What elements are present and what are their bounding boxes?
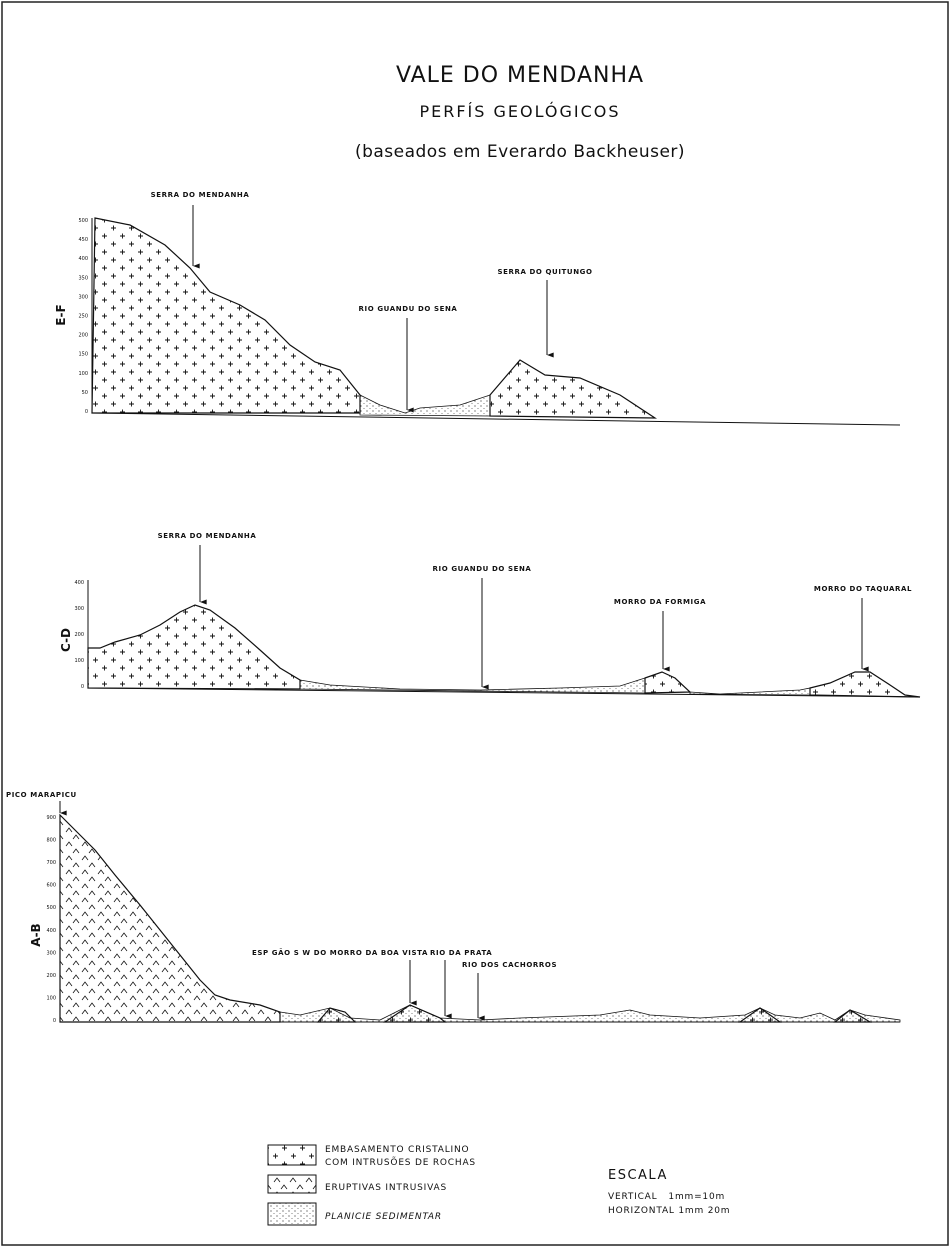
axis-label: 300	[74, 606, 84, 612]
axis-label: 500	[78, 218, 88, 224]
axis-label: 600	[46, 883, 56, 889]
axis-label: 50	[82, 390, 88, 396]
axis-label: 400	[78, 256, 88, 262]
profile-label: A-B	[29, 923, 43, 946]
annotation: PICO MARAPICU	[6, 791, 77, 799]
eruptive	[60, 815, 280, 1022]
axis-label: 200	[78, 333, 88, 339]
sediment	[280, 1005, 900, 1022]
scale-text: VERTICAL 1mm=10m	[608, 1192, 725, 1202]
annotation: SERRA DO MENDANHA	[151, 191, 250, 199]
crystalline	[92, 218, 360, 413]
axis-label: 400	[46, 928, 56, 934]
axis-label: 400	[74, 580, 84, 586]
scale-text: HORIZONTAL 1mm 20m	[608, 1206, 730, 1216]
axis-label: 450	[78, 237, 88, 243]
axis-label: 350	[78, 275, 88, 281]
annotation: SERRA DO QUITUNGO	[497, 268, 592, 276]
sediment	[360, 395, 490, 416]
axis-label: 100	[78, 371, 88, 377]
crystalline	[490, 360, 655, 418]
annotation: RIO DA PRATA	[430, 949, 492, 957]
page: VALE DO MENDANHA PERFÍS GEOLÓGICOS (base…	[0, 0, 950, 1247]
legend-text: PLANICIE SEDIMENTAR	[325, 1212, 442, 1222]
axis-label: 250	[78, 314, 88, 320]
axis-label: 0	[85, 409, 88, 415]
frame	[2, 2, 948, 1245]
axis-label: 0	[53, 1018, 56, 1024]
scale-title: ESCALA	[608, 1168, 668, 1183]
profile-cd: C-D SERRA DO MENDANHA RIO GUANDU DO SENA…	[59, 532, 920, 697]
legend-swatch	[268, 1145, 316, 1165]
profile-ef: E-F SERRA DO MENDANHA RIO GUANDU DO SENA…	[54, 191, 900, 425]
annotation: RIO GUANDU DO SENA	[359, 305, 458, 313]
legend-text: EMBASAMENTO CRISTALINO	[325, 1145, 469, 1155]
axis-label: 700	[46, 860, 56, 866]
legend-text: COM INTRUSÕES DE ROCHAS	[325, 1156, 476, 1168]
axis-label: 300	[46, 950, 56, 956]
profile-label: E-F	[54, 304, 68, 325]
annotation: RIO GUANDU DO SENA	[433, 565, 532, 573]
legend-swatch	[268, 1175, 316, 1193]
axis-label: 800	[46, 838, 56, 844]
title: VALE DO MENDANHA	[396, 63, 644, 88]
crystalline	[645, 672, 690, 693]
crystalline	[88, 605, 300, 689]
annotation: SERRA DO MENDANHA	[158, 532, 257, 540]
legend-swatch	[268, 1203, 316, 1225]
axis-label: 200	[46, 973, 56, 979]
axis-label: 0	[81, 684, 84, 690]
note: (baseados em Everardo Backheuser)	[355, 142, 685, 162]
legend: EMBASAMENTO CRISTALINO COM INTRUSÕES DE …	[268, 1145, 730, 1225]
axis-label: 100	[46, 995, 56, 1001]
axis-label: 500	[46, 905, 56, 911]
annotation: ESP GÃO S W DO MORRO DA BOA VISTA	[252, 948, 428, 957]
subtitle: PERFÍS GEOLÓGICOS	[419, 102, 620, 121]
axis-label: 900	[46, 815, 56, 821]
annotation: MORRO DA FORMIGA	[614, 598, 706, 606]
profile-label: C-D	[59, 628, 73, 652]
axis-label: 300	[78, 294, 88, 300]
sediment	[690, 688, 810, 695]
annotation: RIO DOS CACHORROS	[462, 961, 557, 969]
crystalline	[810, 672, 920, 697]
annotation: MORRO DO TAQUARAL	[814, 585, 912, 593]
axis-label: 100	[74, 658, 84, 664]
axis-label: 200	[74, 632, 84, 638]
axis-label: 150	[78, 352, 88, 358]
legend-text: ERUPTIVAS INTRUSIVAS	[325, 1183, 447, 1193]
profile-ab: A-B PICO MARAPICU ESP GÃO S W DO MORRO D…	[6, 791, 900, 1022]
